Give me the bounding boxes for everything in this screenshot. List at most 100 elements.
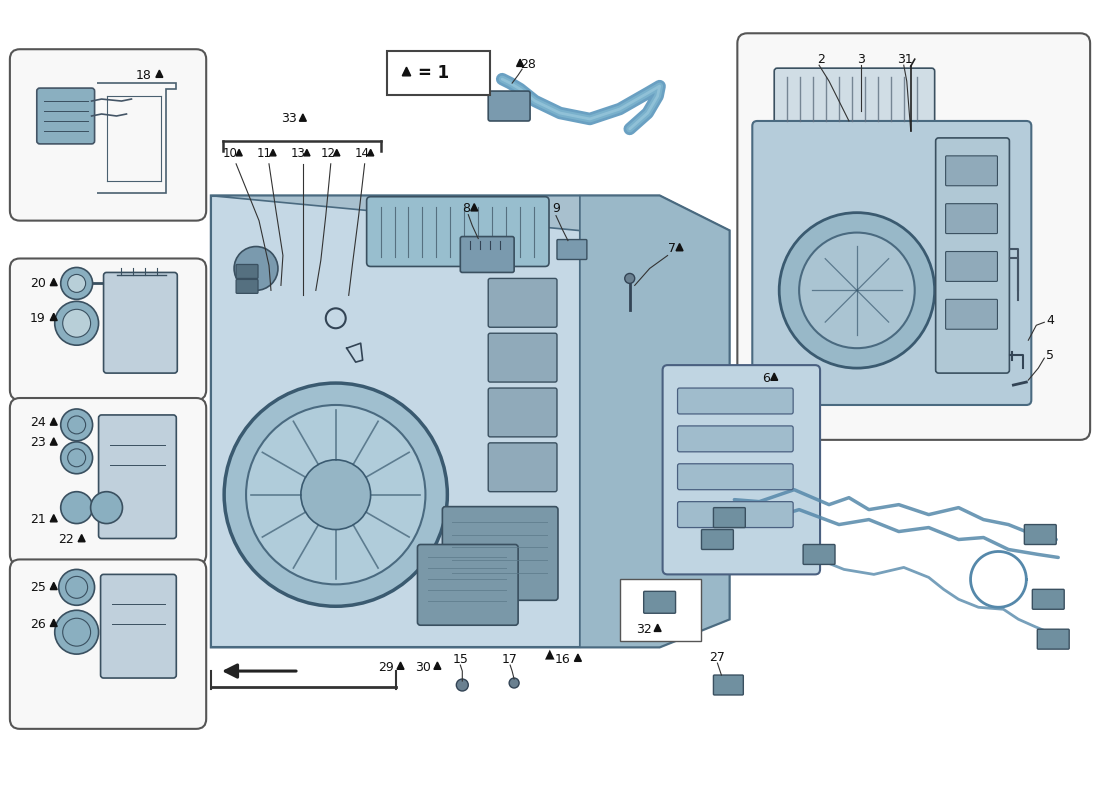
Text: 20: 20 xyxy=(30,277,46,290)
FancyBboxPatch shape xyxy=(10,559,206,729)
FancyBboxPatch shape xyxy=(946,299,998,330)
Text: 22: 22 xyxy=(57,533,74,546)
Polygon shape xyxy=(333,150,340,156)
FancyBboxPatch shape xyxy=(946,251,998,282)
FancyBboxPatch shape xyxy=(803,545,835,565)
Text: ▲: ▲ xyxy=(544,648,554,661)
Text: 5: 5 xyxy=(1046,349,1054,362)
FancyBboxPatch shape xyxy=(488,443,557,492)
Polygon shape xyxy=(397,662,404,670)
Circle shape xyxy=(246,405,426,584)
Circle shape xyxy=(234,246,278,290)
Polygon shape xyxy=(304,150,310,156)
Circle shape xyxy=(90,492,122,523)
Polygon shape xyxy=(78,534,85,542)
Polygon shape xyxy=(211,196,729,647)
FancyBboxPatch shape xyxy=(488,388,557,437)
Text: 16: 16 xyxy=(556,653,571,666)
FancyBboxPatch shape xyxy=(236,265,258,278)
Polygon shape xyxy=(156,70,163,78)
FancyBboxPatch shape xyxy=(99,415,176,538)
Polygon shape xyxy=(654,624,661,631)
Circle shape xyxy=(456,679,469,691)
FancyBboxPatch shape xyxy=(236,279,258,294)
Text: a passion for excellence: a passion for excellence xyxy=(261,469,683,650)
Text: 33: 33 xyxy=(280,113,297,126)
Text: 18: 18 xyxy=(135,69,152,82)
Text: 13: 13 xyxy=(290,147,306,160)
Text: 26: 26 xyxy=(30,618,45,630)
Text: 17: 17 xyxy=(503,653,518,666)
FancyBboxPatch shape xyxy=(418,545,518,626)
FancyBboxPatch shape xyxy=(702,530,734,550)
Text: 21: 21 xyxy=(30,513,45,526)
Text: 10: 10 xyxy=(223,147,238,160)
FancyBboxPatch shape xyxy=(946,156,998,186)
FancyBboxPatch shape xyxy=(714,508,746,527)
FancyBboxPatch shape xyxy=(488,334,557,382)
FancyBboxPatch shape xyxy=(442,506,558,600)
Polygon shape xyxy=(51,278,57,286)
Polygon shape xyxy=(235,150,242,156)
FancyBboxPatch shape xyxy=(714,675,744,695)
FancyBboxPatch shape xyxy=(662,365,821,574)
FancyBboxPatch shape xyxy=(678,426,793,452)
FancyBboxPatch shape xyxy=(488,278,557,327)
FancyBboxPatch shape xyxy=(678,464,793,490)
Polygon shape xyxy=(51,438,57,445)
Circle shape xyxy=(509,678,519,688)
Polygon shape xyxy=(270,150,276,156)
Text: 14: 14 xyxy=(354,147,370,160)
Text: 27: 27 xyxy=(710,650,725,664)
Text: 29: 29 xyxy=(378,661,394,674)
Text: 28: 28 xyxy=(520,58,536,70)
FancyBboxPatch shape xyxy=(774,68,935,129)
Text: 11: 11 xyxy=(257,147,272,160)
FancyBboxPatch shape xyxy=(1037,630,1069,649)
Text: = 1: = 1 xyxy=(418,64,450,82)
Circle shape xyxy=(60,492,92,523)
Circle shape xyxy=(60,267,92,299)
FancyBboxPatch shape xyxy=(557,239,587,259)
Text: 15: 15 xyxy=(452,653,469,666)
Polygon shape xyxy=(580,196,729,647)
Text: 19: 19 xyxy=(30,312,45,325)
Polygon shape xyxy=(299,114,306,122)
Polygon shape xyxy=(471,204,477,211)
Text: 9: 9 xyxy=(552,202,560,215)
FancyBboxPatch shape xyxy=(103,273,177,373)
Circle shape xyxy=(625,274,635,283)
Polygon shape xyxy=(574,654,582,662)
FancyBboxPatch shape xyxy=(10,50,206,221)
Polygon shape xyxy=(51,619,57,626)
Polygon shape xyxy=(403,67,410,76)
FancyBboxPatch shape xyxy=(678,502,793,527)
Text: 30: 30 xyxy=(416,661,431,674)
Circle shape xyxy=(58,570,95,606)
Polygon shape xyxy=(676,243,683,250)
FancyBboxPatch shape xyxy=(10,258,206,400)
Text: 4: 4 xyxy=(1046,314,1054,326)
FancyBboxPatch shape xyxy=(737,34,1090,440)
Circle shape xyxy=(60,442,92,474)
Polygon shape xyxy=(51,514,57,522)
FancyBboxPatch shape xyxy=(366,197,549,266)
FancyBboxPatch shape xyxy=(752,121,1032,405)
Text: 25: 25 xyxy=(30,581,46,594)
Text: 12: 12 xyxy=(321,147,336,160)
FancyBboxPatch shape xyxy=(460,237,514,273)
Circle shape xyxy=(68,274,86,292)
Polygon shape xyxy=(433,662,441,670)
Polygon shape xyxy=(51,582,57,590)
Text: 8: 8 xyxy=(462,202,471,215)
Circle shape xyxy=(799,233,915,348)
Circle shape xyxy=(63,310,90,338)
Polygon shape xyxy=(367,150,374,156)
FancyBboxPatch shape xyxy=(619,579,702,641)
FancyBboxPatch shape xyxy=(946,204,998,234)
Circle shape xyxy=(60,409,92,441)
Text: 23: 23 xyxy=(30,436,45,450)
Circle shape xyxy=(55,610,99,654)
Text: 7: 7 xyxy=(668,242,675,255)
Text: 2: 2 xyxy=(817,53,825,66)
